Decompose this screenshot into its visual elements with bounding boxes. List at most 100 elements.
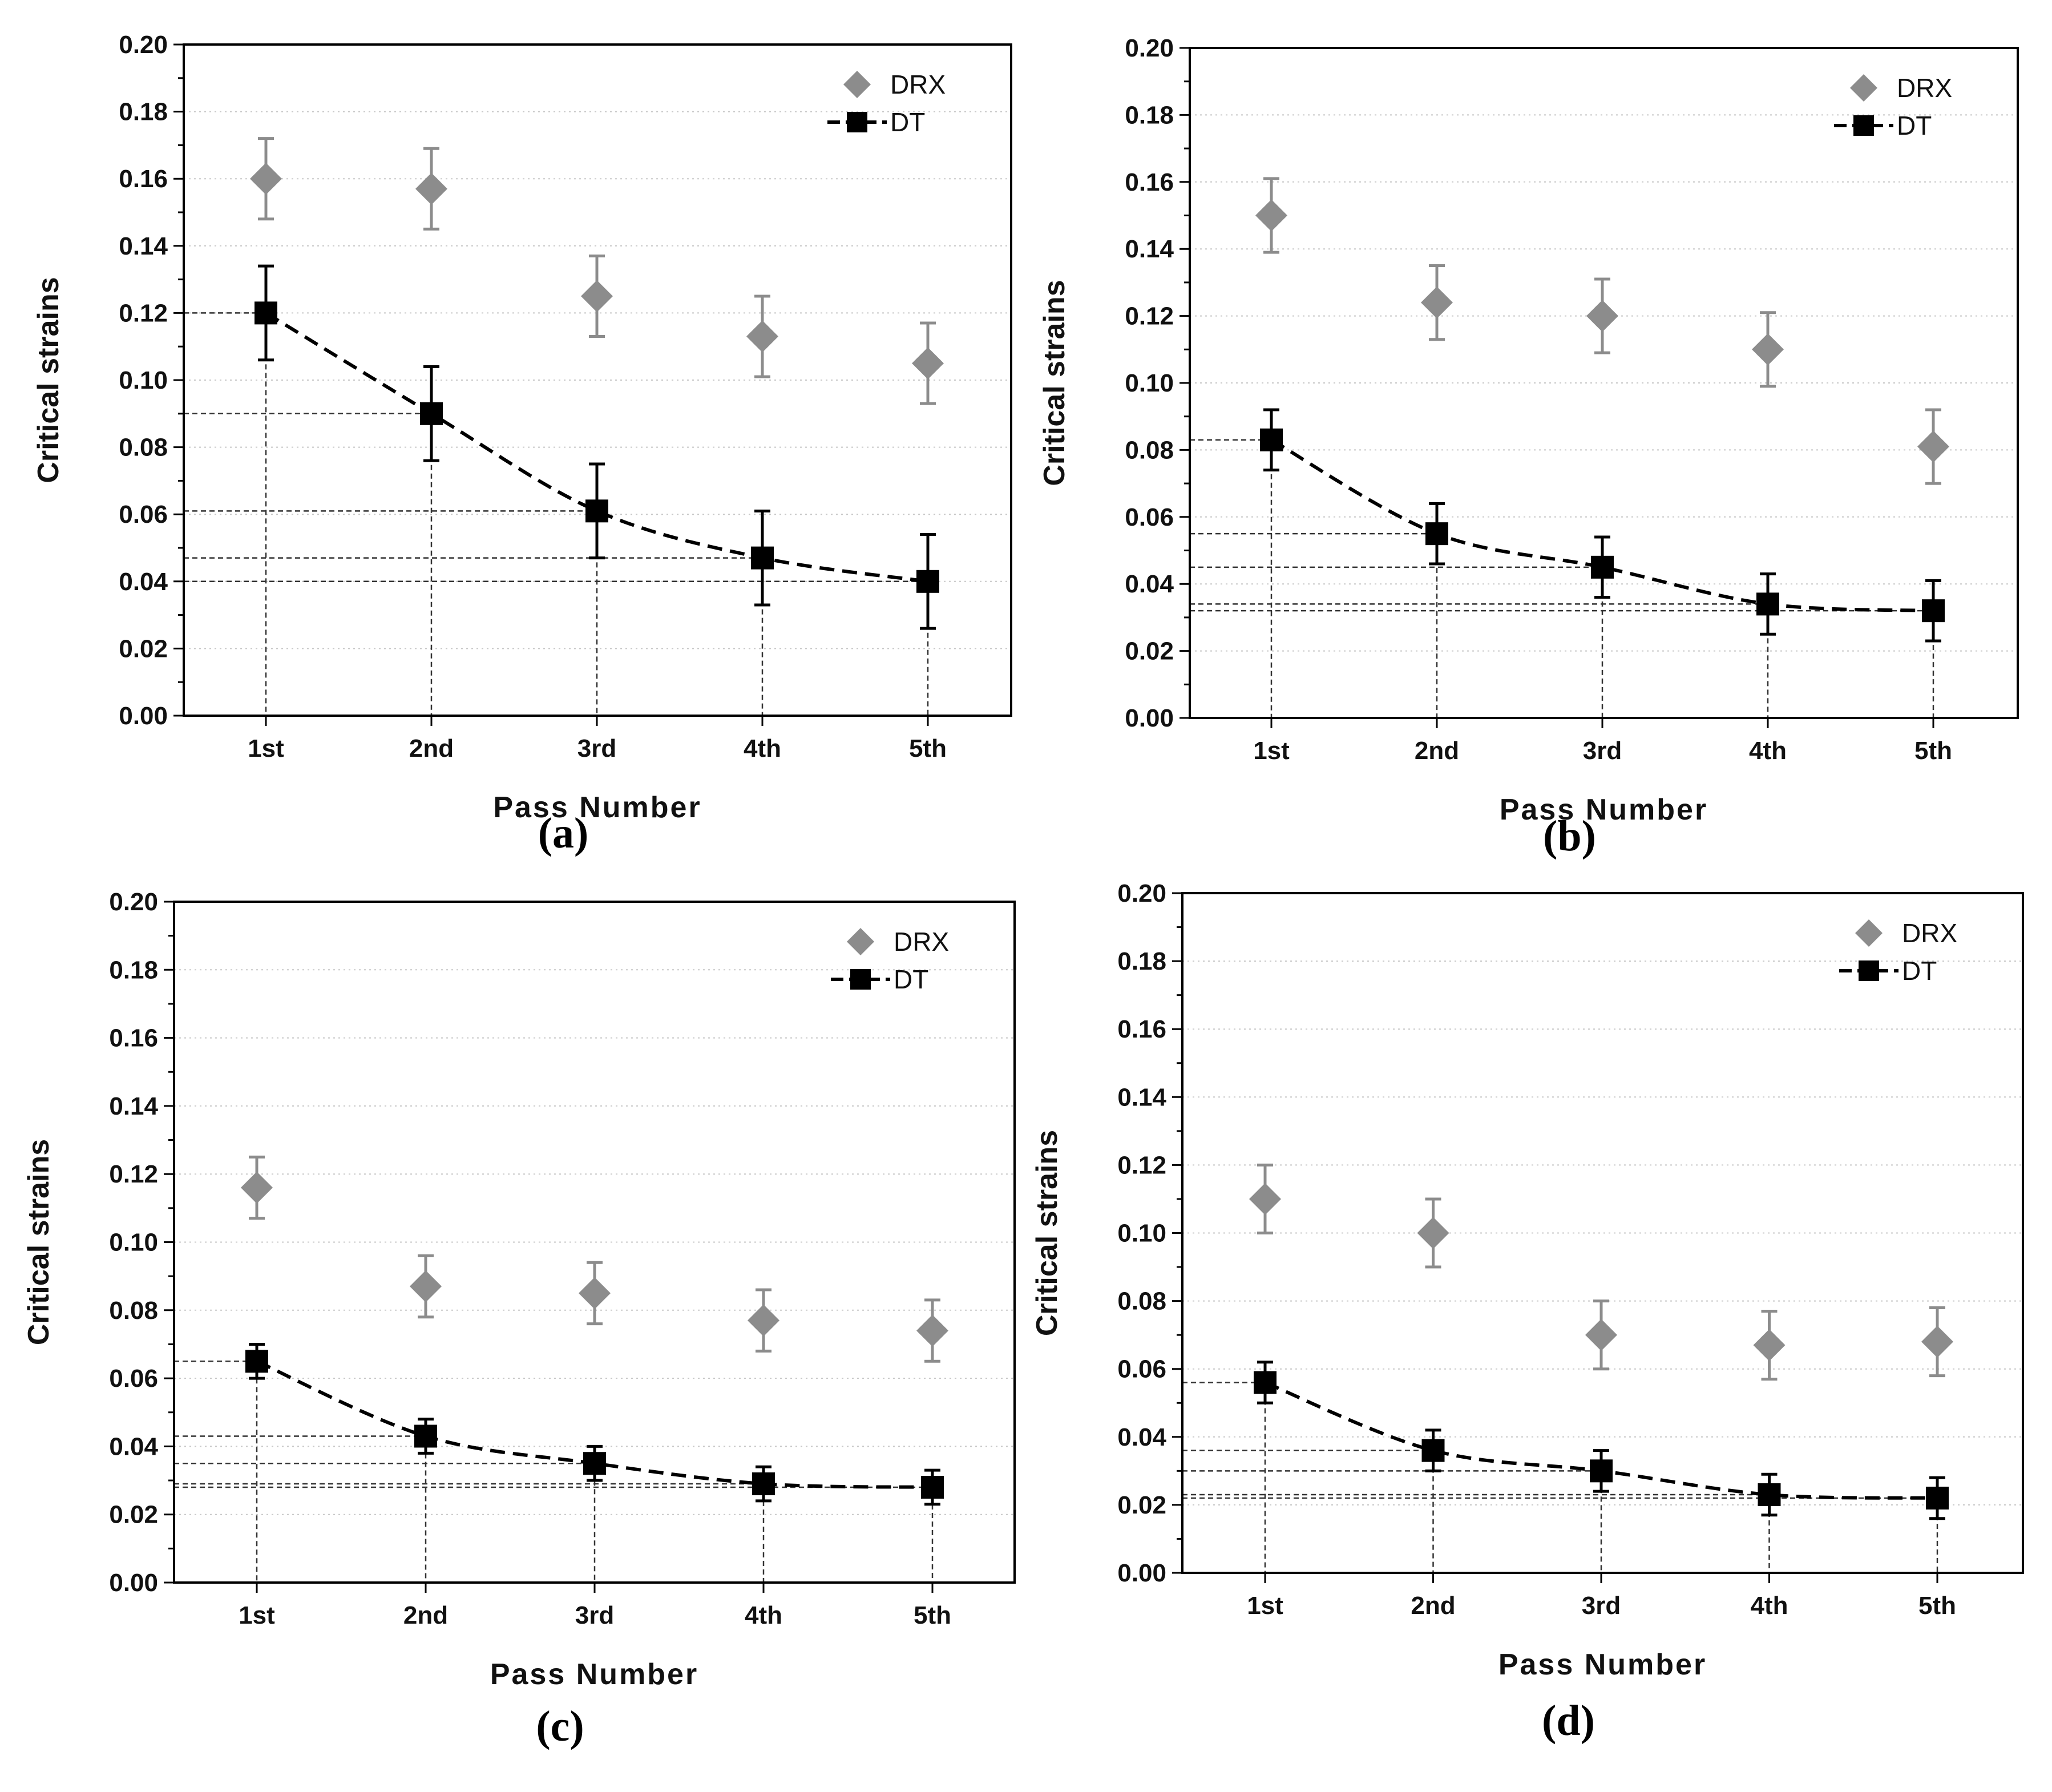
dt-point bbox=[916, 570, 939, 593]
y-tick-label: 0.08 bbox=[109, 1297, 158, 1325]
drx-point bbox=[1752, 333, 1784, 366]
y-tick-label: 0.10 bbox=[109, 1229, 158, 1257]
y-tick-label: 0.00 bbox=[109, 1569, 158, 1597]
x-tick-label: 1st bbox=[239, 1601, 275, 1629]
dt-point bbox=[1756, 592, 1779, 616]
y-tick-label: 0.00 bbox=[119, 702, 168, 730]
x-tick-label: 5th bbox=[1914, 737, 1952, 765]
legend-drx-marker bbox=[847, 928, 874, 955]
y-tick-label: 0.10 bbox=[119, 366, 168, 394]
drx-point bbox=[916, 1314, 948, 1347]
dt-point bbox=[583, 1452, 606, 1475]
x-tick-label: 4th bbox=[744, 734, 781, 762]
legend-drx-label: DRX bbox=[890, 70, 946, 99]
drx-point bbox=[912, 347, 944, 380]
y-tick-label: 0.06 bbox=[1125, 503, 1174, 531]
y-tick-label: 0.02 bbox=[1117, 1491, 1166, 1519]
drx-point bbox=[1421, 286, 1453, 319]
legend-drx-marker bbox=[843, 71, 871, 98]
legend-dt-marker bbox=[1853, 115, 1874, 136]
legend-dt-marker bbox=[847, 112, 867, 132]
x-axis-title: Pass Number bbox=[490, 1658, 698, 1691]
x-tick-label: 5th bbox=[914, 1601, 951, 1629]
y-tick-label: 0.12 bbox=[1125, 302, 1174, 330]
y-tick-label: 0.04 bbox=[1117, 1423, 1166, 1451]
drx-point bbox=[1249, 1182, 1281, 1215]
y-tick-label: 0.18 bbox=[1117, 947, 1166, 975]
y-tick-label: 0.16 bbox=[109, 1024, 158, 1052]
x-tick-label: 2nd bbox=[403, 1601, 448, 1629]
legend-drx-label: DRX bbox=[894, 927, 949, 956]
drx-point bbox=[579, 1277, 611, 1309]
dt-trend-line bbox=[265, 311, 928, 583]
y-tick-label: 0.10 bbox=[1125, 369, 1174, 397]
x-tick-label: 1st bbox=[248, 734, 284, 762]
y-tick-label: 0.12 bbox=[1117, 1151, 1166, 1179]
panel-label: (b) bbox=[1543, 812, 1596, 860]
dt-point bbox=[1926, 1486, 1949, 1510]
dt-point bbox=[1922, 599, 1945, 623]
x-tick-label: 5th bbox=[1918, 1592, 1956, 1620]
y-tick-label: 0.04 bbox=[109, 1432, 158, 1460]
drx-point bbox=[410, 1270, 442, 1303]
panel-label: (d) bbox=[1542, 1697, 1595, 1745]
dt-point bbox=[921, 1475, 944, 1499]
dt-point bbox=[1260, 428, 1283, 451]
x-tick-label: 5th bbox=[909, 734, 947, 762]
x-tick-label: 1st bbox=[1253, 737, 1290, 765]
x-tick-label: 1st bbox=[1247, 1592, 1283, 1620]
legend-drx-marker bbox=[1855, 919, 1883, 947]
drx-point bbox=[1917, 430, 1949, 463]
legend-dt-label: DT bbox=[890, 107, 925, 137]
y-axis-title: Critical strains bbox=[1031, 1130, 1064, 1336]
dt-point bbox=[585, 499, 608, 523]
x-axis-title: Pass Number bbox=[1498, 1648, 1707, 1681]
drx-point bbox=[1586, 300, 1618, 332]
drx-point bbox=[250, 163, 282, 195]
x-axis-title: Pass Number bbox=[493, 791, 701, 824]
panel-label: (c) bbox=[536, 1702, 584, 1750]
legend-drx-label: DRX bbox=[1902, 918, 1957, 948]
dt-point bbox=[751, 546, 774, 570]
x-tick-label: 4th bbox=[1751, 1592, 1788, 1620]
dt-point bbox=[1590, 1459, 1613, 1483]
y-tick-label: 0.18 bbox=[119, 98, 168, 126]
legend-dt-marker bbox=[850, 969, 871, 990]
legend-dt-label: DT bbox=[894, 964, 928, 994]
x-tick-label: 4th bbox=[1749, 737, 1787, 765]
y-tick-label: 0.12 bbox=[109, 1160, 158, 1188]
y-tick-label: 0.14 bbox=[119, 232, 168, 260]
y-tick-label: 0.16 bbox=[119, 165, 168, 193]
y-tick-label: 0.02 bbox=[109, 1501, 158, 1529]
dt-trend-line bbox=[1270, 438, 1934, 613]
drx-point bbox=[1753, 1329, 1786, 1362]
y-tick-label: 0.18 bbox=[1125, 101, 1174, 129]
y-tick-label: 0.12 bbox=[119, 299, 168, 327]
y-tick-label: 0.02 bbox=[119, 635, 168, 663]
y-tick-label: 0.16 bbox=[1117, 1015, 1166, 1043]
y-tick-label: 0.10 bbox=[1117, 1220, 1166, 1248]
y-tick-label: 0.16 bbox=[1125, 168, 1174, 196]
dt-point bbox=[1425, 522, 1448, 546]
drx-point bbox=[1585, 1319, 1617, 1351]
drx-point bbox=[1417, 1217, 1449, 1249]
y-tick-label: 0.02 bbox=[1125, 637, 1174, 665]
y-axis-title: Critical strains bbox=[22, 1139, 55, 1345]
legend-drx-marker bbox=[1850, 74, 1877, 102]
y-tick-label: 0.20 bbox=[1117, 879, 1166, 907]
y-tick-label: 0.14 bbox=[109, 1092, 158, 1120]
y-axis-title: Critical strains bbox=[1038, 280, 1071, 486]
dt-point bbox=[1254, 1371, 1277, 1394]
x-axis-title: Pass Number bbox=[1500, 793, 1708, 826]
x-tick-label: 3rd bbox=[1582, 1592, 1621, 1620]
panel-label: (a) bbox=[538, 809, 589, 857]
chart-panel-b: 0.00 0.02 0.04 0.06 0.08 0.10 0.12 0.14 0.16 0.18… bbox=[1038, 34, 2019, 860]
drx-point bbox=[581, 280, 613, 312]
dt-point bbox=[752, 1472, 775, 1496]
y-tick-label: 0.20 bbox=[109, 888, 158, 916]
dt-point bbox=[1758, 1483, 1781, 1507]
dt-point bbox=[414, 1424, 437, 1448]
chart-panel-c: 0.00 0.02 0.04 0.06 0.08 0.10 0.12 0.14 0.16 0.18… bbox=[22, 888, 1016, 1750]
x-tick-label: 3rd bbox=[577, 734, 616, 762]
dt-point bbox=[245, 1350, 268, 1373]
